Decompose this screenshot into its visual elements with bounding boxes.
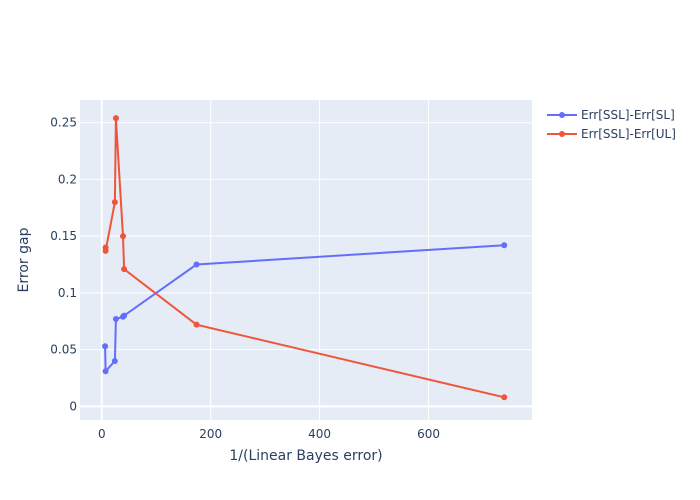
- legend-label: Err[SSL]-Err[SL]: [581, 108, 675, 122]
- legend-marker: [559, 112, 565, 118]
- data-point: [112, 115, 119, 122]
- data-point: [121, 312, 128, 319]
- data-point: [102, 247, 109, 254]
- plot-background: [80, 100, 532, 420]
- data-point: [102, 368, 109, 375]
- y-axis-title: Error gap: [16, 227, 32, 292]
- legend[interactable]: Err[SSL]-Err[SL] Err[SSL]-Err[UL]: [547, 108, 676, 141]
- legend-marker: [559, 131, 565, 137]
- data-point: [501, 242, 508, 249]
- legend-label: Err[SSL]-Err[UL]: [581, 127, 676, 141]
- x-tick-labels: 0 200 400 600: [98, 427, 440, 441]
- x-tick-label: 0: [98, 427, 106, 441]
- series-group: [102, 115, 508, 401]
- y-tick-label: 0.05: [50, 343, 77, 357]
- y-tick-label: 0.25: [50, 116, 77, 130]
- data-point: [121, 266, 128, 273]
- y-tick-label: 0.1: [58, 286, 77, 300]
- x-axis-title: 1/(Linear Bayes error): [229, 448, 382, 464]
- y-tick-label: 0.2: [58, 172, 77, 186]
- y-tick-label: 0.15: [50, 229, 77, 243]
- x-tick-label: 200: [199, 427, 222, 441]
- series-line-2: [104, 118, 505, 399]
- legend-item-2[interactable]: Err[SSL]-Err[UL]: [547, 127, 676, 141]
- legend-item-1[interactable]: Err[SSL]-Err[SL]: [547, 108, 675, 122]
- data-point: [501, 394, 508, 401]
- data-point: [120, 233, 127, 240]
- data-point: [111, 357, 118, 364]
- data-point: [102, 343, 109, 350]
- data-point: [193, 321, 200, 328]
- y-tick-label: 0: [69, 399, 77, 413]
- data-point: [193, 261, 200, 268]
- data-point: [111, 199, 118, 206]
- y-tick-labels: 0 0.05 0.1 0.15 0.2 0.25: [50, 116, 77, 414]
- x-tick-label: 600: [417, 427, 440, 441]
- x-tick-label: 400: [308, 427, 331, 441]
- data-point: [112, 316, 119, 323]
